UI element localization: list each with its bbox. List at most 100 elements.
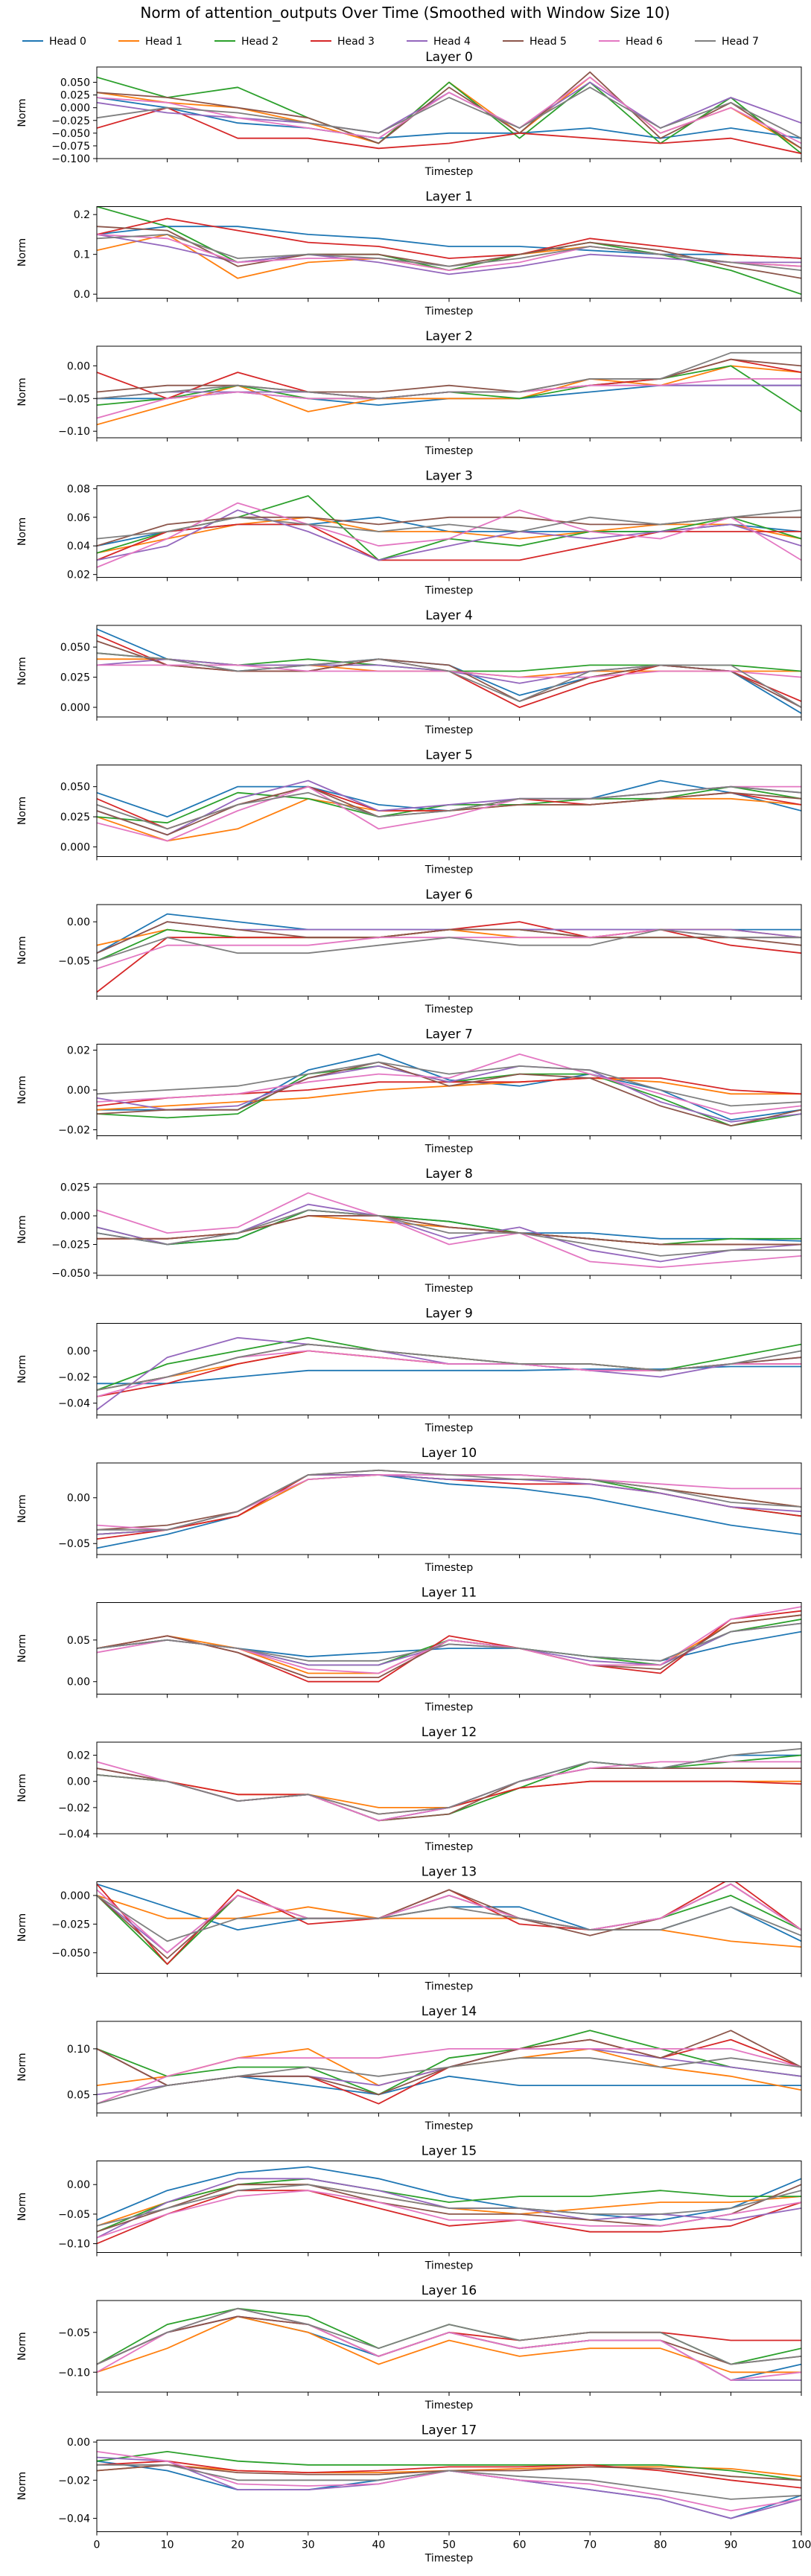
subplot-layer-1: Layer 1 0.0 0.1 0.2 Timestep Norm [16,190,802,318]
subplot-layer-4: Layer 4 0.000 0.025 0.050 Timestep Norm [16,608,802,736]
y-tick-label: 0.2 [74,209,90,221]
series-line-head-2 [97,2178,801,2233]
series-line-head-3 [97,217,801,259]
y-tick-label: −0.02 [58,1124,90,1136]
subplot-title: Layer 17 [422,2423,477,2438]
y-axis-label: Norm [16,1355,28,1383]
legend-label-head-6: Head 6 [626,36,663,48]
y-axis-label: Norm [16,2193,28,2221]
series-line-head-7 [97,233,801,271]
subplot-title: Layer 1 [425,190,473,205]
y-tick-label: −0.05 [58,1538,90,1550]
y-tick-label: 0.050 [60,782,90,794]
series-line-head-7 [97,86,801,139]
legend-label-head-7: Head 7 [722,36,759,48]
x-tick-label: 40 [372,2540,385,2551]
x-tick-label: 70 [583,2540,597,2551]
y-tick-label: 0.00 [67,1776,90,1788]
y-tick-label: 0.02 [67,570,90,581]
subplot-layer-3: Layer 3 0.02 0.04 0.06 0.08 Timestep Norm [16,469,802,597]
series-line-head-4 [97,1065,801,1123]
series-group [97,1469,801,1549]
y-axis-label: Norm [16,1076,28,1104]
series-line-head-7 [97,652,801,708]
x-axis-label: Timestep [424,2400,474,2411]
x-axis-label: Timestep [424,306,474,318]
y-tick-label: 0.00 [67,2179,90,2191]
y-axis-label: Norm [16,797,28,825]
x-axis-label: Timestep [424,1004,474,1016]
y-tick-label: 0.00 [67,1677,90,1689]
y-tick-label: 0.00 [67,916,90,928]
series-group [97,1881,801,1966]
series-line-head-7 [97,2184,801,2227]
x-axis-label: Timestep [424,1423,474,1435]
series-line-head-1 [97,2047,801,2091]
y-tick-label: −0.10 [58,426,90,438]
series-line-head-7 [97,1343,801,1391]
y-tick-label: 0.05 [67,1635,90,1647]
subplot-layer-2: Layer 2 −0.10 −0.05 0.00 Timestep Norm [16,329,802,457]
y-tick-label: −0.025 [51,1239,90,1251]
series-line-head-7 [97,2464,801,2500]
series-line-head-6 [97,1474,801,1531]
subplot-layer-15: Layer 15 −0.10 −0.05 0.00 Timestep Norm [16,2144,802,2272]
y-tick-label: 0.000 [60,1890,90,1902]
y-tick-label: −0.04 [58,1398,90,1410]
y-axis-label: Norm [16,238,28,267]
subplot-layer-14: Layer 14 0.05 0.10 Timestep Norm [16,2004,802,2132]
series-group [97,206,801,296]
subplot-layer-12: Layer 12 −0.04 −0.02 0.00 0.02 Timestep Norm [16,1725,802,1853]
subplot-title: Layer 11 [422,1586,477,1601]
series-group [97,1336,801,1411]
series-line-head-0 [97,1474,801,1549]
series-group [97,2166,801,2245]
series-line-head-5 [97,1061,801,1126]
y-tick-label: −0.05 [58,393,90,405]
y-tick-label: 0.00 [67,1493,90,1505]
axes-frame [96,2161,802,2253]
axes-frame [96,1323,802,1415]
y-tick-label: 0.000 [60,1211,90,1222]
series-line-head-1 [97,516,801,554]
x-axis-label: Timestep [424,864,474,876]
axes-frame [96,2440,802,2532]
series-line-head-5 [97,71,801,150]
y-tick-label: −0.075 [51,141,90,153]
series-group [97,71,801,155]
series-line-head-4 [97,81,801,134]
y-tick-label: −0.025 [51,115,90,127]
subplot-title: Layer 12 [422,1725,477,1740]
y-tick-label: −0.05 [58,2327,90,2339]
series-line-head-0 [97,97,801,139]
series-line-head-7 [97,1209,801,1257]
legend: Head 0 Head 1 Head 2 Head 3 Head 4 Head 5 Head… [22,36,759,48]
series-line-head-3 [97,921,801,993]
series-group [97,1606,801,1683]
series-line-head-6 [97,785,801,842]
series-line-head-5 [97,358,801,393]
axes-frame [96,206,802,299]
x-axis-label: Timestep [424,1562,474,1574]
subplot-layer-10: Layer 10 −0.05 0.00 Timestep Norm [16,1446,802,1574]
subplot-title: Layer 10 [422,1446,477,1461]
y-tick-label: −0.10 [58,2239,90,2251]
x-axis-label: Timestep [424,1702,474,1714]
series-line-head-5 [97,640,801,708]
y-tick-label: 0.00 [67,360,90,372]
x-axis-label: Timestep [424,1841,474,1853]
x-axis-label: Timestep [424,2553,474,2565]
y-tick-label: 0.1 [74,249,90,261]
series-line-head-1 [97,233,801,279]
y-axis-label: Norm [16,98,28,127]
y-tick-label: −0.05 [58,2209,90,2221]
figure-title: Norm of attention_outputs Over Time (Smo… [140,4,670,22]
x-tick-label: 20 [231,2540,244,2551]
y-axis-label: Norm [16,2332,28,2360]
subplot-layer-8: Layer 8 −0.050 −0.025 0.000 0.025 Timestep Nor… [16,1167,802,1295]
y-tick-label: −0.05 [58,956,90,968]
series-line-head-4 [97,1767,801,1822]
y-tick-label: 0.025 [60,90,90,102]
x-tick-label: 60 [513,2540,527,2551]
